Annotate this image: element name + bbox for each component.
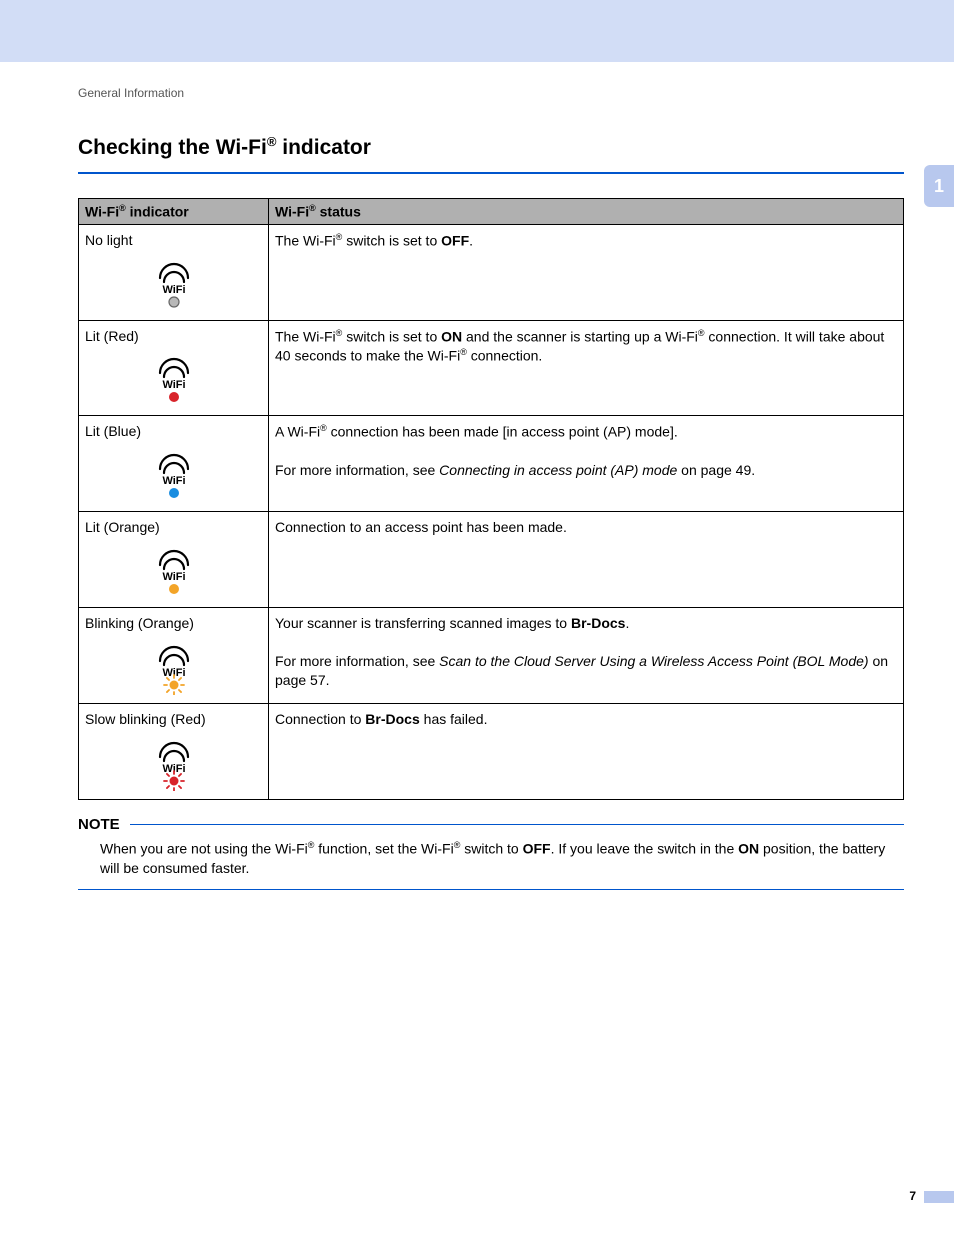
note-bottom-rule — [78, 889, 904, 891]
indicator-label: Lit (Red) — [85, 327, 262, 346]
wifi-indicator-table: Wi-Fi® indicator Wi-Fi® status No light … — [78, 198, 904, 800]
wifi-icon: WiFi — [85, 643, 262, 695]
title-sup: ® — [267, 134, 277, 149]
title-pre: Checking the Wi-Fi — [78, 136, 267, 159]
th-text: indicator — [126, 204, 189, 220]
indicator-cell: Lit (Red) WiFi — [79, 320, 269, 416]
note-block: NOTE When you are not using the Wi-Fi® f… — [78, 816, 904, 890]
wifi-icon: WiFi — [85, 260, 262, 312]
title-rule — [78, 172, 904, 174]
table-row: Slow blinking (Red) WiFiConnection to Br… — [79, 704, 904, 800]
svg-text:WiFi: WiFi — [162, 284, 185, 296]
table-row: No light WiFiThe Wi-Fi® switch is set to… — [79, 224, 904, 320]
table-row: Lit (Blue) WiFiA Wi-Fi® connection has b… — [79, 416, 904, 512]
table-header-status: Wi-Fi® status — [269, 199, 904, 225]
page-content: General Information Checking the Wi-Fi® … — [0, 62, 954, 1235]
status-cell: A Wi-Fi® connection has been made [in ac… — [269, 416, 904, 512]
page-number: 7 — [909, 1189, 916, 1203]
page-title: Checking the Wi-Fi® indicator — [78, 134, 904, 160]
indicator-label: Lit (Orange) — [85, 518, 262, 537]
page-number-bar — [924, 1191, 954, 1203]
th-sup: ® — [309, 203, 316, 213]
th-sup: ® — [119, 203, 126, 213]
indicator-label: Slow blinking (Red) — [85, 710, 262, 729]
note-header: NOTE — [78, 816, 904, 833]
note-label: NOTE — [78, 816, 120, 833]
status-cell: Connection to Br-Docs has failed. — [269, 704, 904, 800]
note-body: When you are not using the Wi-Fi® functi… — [78, 833, 904, 889]
table-row: Lit (Orange) WiFiConnection to an access… — [79, 512, 904, 608]
status-cell: Your scanner is transferring scanned ima… — [269, 608, 904, 704]
indicator-cell: Lit (Orange) WiFi — [79, 512, 269, 608]
note-rule — [130, 824, 904, 826]
status-cell: The Wi-Fi® switch is set to OFF. — [269, 224, 904, 320]
wifi-icon: WiFi — [85, 547, 262, 599]
wifi-icon: WiFi — [85, 739, 262, 791]
header-bar — [0, 0, 954, 62]
status-cell: Connection to an access point has been m… — [269, 512, 904, 608]
breadcrumb: General Information — [78, 86, 904, 100]
indicator-cell: Slow blinking (Red) WiFi — [79, 704, 269, 800]
th-text: Wi-Fi — [85, 204, 119, 220]
indicator-label: No light — [85, 231, 262, 250]
indicator-cell: Lit (Blue) WiFi — [79, 416, 269, 512]
wifi-icon: WiFi — [85, 451, 262, 503]
title-post: indicator — [276, 136, 371, 159]
indicator-cell: No light WiFi — [79, 224, 269, 320]
svg-text:WiFi: WiFi — [162, 379, 185, 391]
table-row: Blinking (Orange) WiFiYour scanner is tr… — [79, 608, 904, 704]
svg-text:WiFi: WiFi — [162, 571, 185, 583]
table-header-indicator: Wi-Fi® indicator — [79, 199, 269, 225]
status-cell: The Wi-Fi® switch is set to ON and the s… — [269, 320, 904, 416]
wifi-icon: WiFi — [85, 355, 262, 407]
indicator-label: Lit (Blue) — [85, 422, 262, 441]
indicator-cell: Blinking (Orange) WiFi — [79, 608, 269, 704]
th-text: Wi-Fi — [275, 204, 309, 220]
wifi-table-body: No light WiFiThe Wi-Fi® switch is set to… — [79, 224, 904, 799]
table-row: Lit (Red) WiFiThe Wi-Fi® switch is set t… — [79, 320, 904, 416]
svg-text:WiFi: WiFi — [162, 475, 185, 487]
indicator-label: Blinking (Orange) — [85, 614, 262, 633]
th-text: status — [316, 204, 361, 220]
